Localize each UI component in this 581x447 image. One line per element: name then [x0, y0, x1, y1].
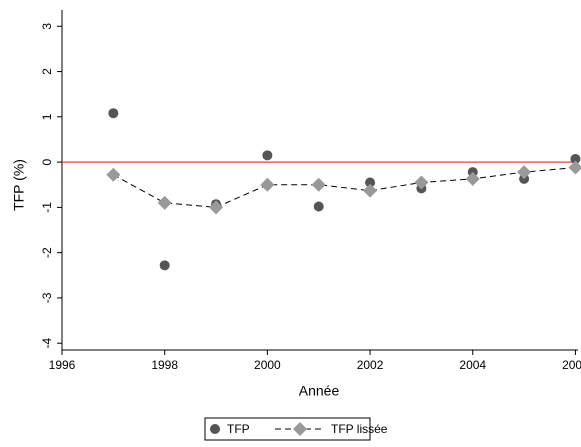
point — [311, 177, 326, 192]
x-tick-label: 1998 — [151, 358, 178, 372]
x-tick-label: 2004 — [459, 358, 486, 372]
x-axis-title: Année — [299, 383, 340, 399]
point — [363, 183, 378, 198]
point — [209, 200, 224, 215]
point — [157, 195, 172, 210]
y-tick-label: 3 — [40, 23, 54, 30]
point — [568, 160, 581, 175]
legend: TFP TFP lissée — [204, 417, 388, 441]
y-tick-label: -3 — [40, 292, 54, 303]
point — [262, 150, 273, 161]
point — [159, 260, 170, 271]
x-tick-label: 2000 — [254, 358, 281, 372]
point — [313, 201, 324, 212]
y-tick-label: -2 — [40, 247, 54, 258]
point — [365, 177, 376, 188]
legend-marker — [210, 424, 220, 434]
legend-label: TFP lissée — [331, 422, 388, 436]
point — [414, 175, 429, 190]
x-tick-label: 2006 — [562, 358, 581, 372]
y-tick-label: 0 — [40, 158, 54, 165]
y-tick-label: 1 — [40, 113, 54, 120]
y-tick-label: 2 — [40, 68, 54, 75]
point — [465, 171, 480, 186]
x-tick-label: 2002 — [357, 358, 384, 372]
y-tick-label: -4 — [40, 338, 54, 349]
legend-marker — [293, 422, 307, 436]
legend-label: TFP — [227, 422, 250, 436]
point — [517, 165, 532, 180]
point — [570, 153, 581, 164]
y-tick-label: -1 — [40, 202, 54, 213]
x-tick-label: 1996 — [49, 358, 76, 372]
point — [108, 108, 119, 119]
series-line — [113, 167, 576, 208]
point — [106, 167, 121, 182]
point — [260, 177, 275, 192]
y-axis-title: TFP (%) — [11, 159, 27, 211]
